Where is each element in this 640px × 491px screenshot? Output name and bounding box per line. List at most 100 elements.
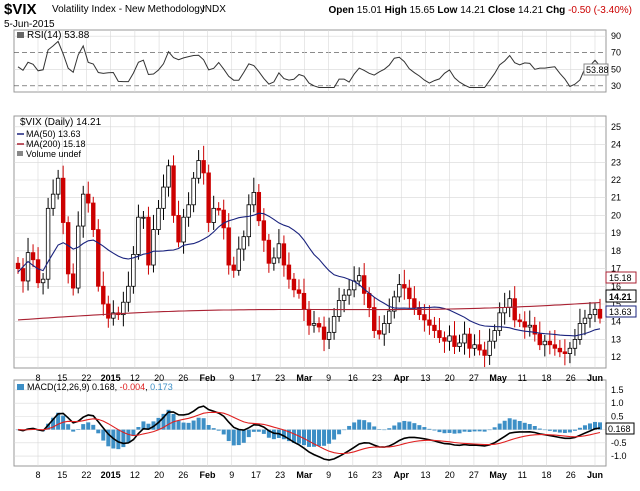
candle-body — [186, 204, 191, 218]
candle-body — [331, 315, 337, 333]
candle-body — [276, 243, 282, 259]
candle-body — [562, 351, 568, 355]
rsi-series — [17, 40, 601, 88]
candle-body — [70, 273, 76, 289]
macd-histogram-bar — [96, 429, 101, 434]
candle-body — [151, 229, 156, 266]
candle-body — [567, 347, 573, 354]
macd-histogram-bar — [307, 429, 311, 447]
macd-histogram-bar — [592, 421, 597, 430]
price-tick-label: 18 — [611, 246, 621, 256]
x-tick-label: 13 — [420, 373, 430, 383]
candle-body — [291, 278, 297, 291]
x-tick-label-bottom: 8 — [35, 470, 40, 480]
candle-body — [447, 335, 452, 342]
candle-body — [236, 248, 241, 271]
ma200-line — [17, 301, 601, 321]
ma200-tag-bg — [605, 271, 637, 284]
macd-histogram-bar — [337, 429, 342, 435]
candle-body — [557, 347, 563, 353]
macd-histogram-bar — [261, 429, 266, 434]
candle-body — [141, 216, 146, 219]
macd-histogram-bar — [447, 429, 452, 433]
macd-histogram-bar — [532, 426, 537, 430]
chart-date: 5-Jun-2015 — [4, 19, 55, 30]
x-tick-label: 8 — [35, 373, 40, 383]
candle-body — [216, 207, 221, 211]
macd-histogram-bar — [522, 422, 527, 430]
chart-grid — [14, 30, 606, 466]
candle-body — [161, 186, 166, 209]
macd-histogram-bar — [422, 427, 427, 430]
candle-body — [552, 344, 558, 349]
macd-tick-label: 1.0 — [611, 398, 624, 408]
macd-histogram-bar — [497, 423, 502, 430]
macd-histogram-bar — [181, 422, 186, 430]
candle-body — [326, 331, 332, 340]
candle-body — [25, 252, 31, 282]
open-label: Open — [328, 5, 355, 16]
macd-histogram-bar — [492, 427, 497, 430]
candle-body — [176, 215, 181, 243]
macd-histogram-bar — [567, 429, 572, 433]
candle-body — [206, 172, 211, 223]
macd-histogram-bar — [392, 425, 397, 430]
candle-body — [497, 312, 502, 331]
macd-histogram-bar — [387, 428, 392, 430]
candle-body — [286, 264, 292, 280]
candle-body — [106, 303, 111, 319]
candle-body — [246, 204, 251, 238]
macd-histogram-bar — [537, 428, 542, 430]
x-tick-label: 20 — [154, 373, 164, 383]
candle-body — [241, 236, 246, 250]
macd-histogram-bar — [412, 423, 417, 430]
macd-histogram-bar — [322, 429, 327, 446]
macd-histogram-bar — [206, 425, 211, 430]
price-tick-label: 19 — [611, 228, 621, 238]
candle-body — [442, 337, 447, 342]
price-tick-label: 24 — [611, 140, 621, 150]
ma200-legend: MA(200) 15.18 — [26, 139, 86, 149]
macd-histogram-bar — [236, 429, 241, 446]
macd-legend-prefix: MACD(12,26,9) — [27, 382, 90, 392]
x-tick-label: 16 — [348, 373, 358, 383]
candle-body — [96, 229, 101, 287]
x-tick-label: Apr — [394, 373, 410, 383]
x-tick-label: 23 — [275, 373, 285, 383]
x-tick-label: Feb — [200, 373, 217, 383]
macd-histogram-bar — [211, 428, 216, 430]
macd-histogram-bar — [527, 424, 532, 430]
candle-body — [382, 323, 387, 335]
macd-histogram-bar — [246, 429, 251, 438]
candle-body — [547, 340, 553, 346]
x-tick-label-bottom: 12 — [130, 470, 140, 480]
macd-histogram-bar — [582, 425, 587, 430]
candle-body — [417, 307, 422, 316]
candle-body — [492, 330, 497, 342]
candle-body — [126, 285, 131, 303]
macd-histogram-bar — [146, 423, 151, 430]
x-tick-label-bottom: 20 — [154, 470, 164, 480]
x-tick-label: 26 — [566, 373, 576, 383]
security-name: Volatility Index - New Methodology — [52, 4, 205, 15]
x-tick-label: 2015 — [101, 373, 121, 383]
price-panel — [13, 115, 607, 369]
macd-legend-macd: 0.168 — [92, 382, 115, 392]
macd-histogram-bar — [598, 422, 602, 430]
candle-body — [321, 326, 327, 340]
x-tick-label-bottom: 26 — [566, 470, 576, 480]
candle-body — [121, 301, 126, 316]
macd-tick-label: -0.5 — [611, 438, 627, 448]
candle-body — [60, 177, 66, 223]
rsi-value-tag: 53.88 — [586, 65, 609, 75]
x-tick-label-bottom: 27 — [469, 470, 479, 480]
macd-histogram-bar — [357, 419, 362, 430]
macd-histogram-bar — [66, 424, 71, 430]
ma50-line — [17, 212, 601, 337]
macd-tick-label: 1.5 — [611, 385, 624, 395]
macd-histogram-bar — [457, 429, 462, 434]
macd-histogram-bar — [462, 429, 467, 432]
ma50-value-tag: 13.63 — [609, 307, 632, 317]
close-tag-bg — [605, 289, 637, 303]
